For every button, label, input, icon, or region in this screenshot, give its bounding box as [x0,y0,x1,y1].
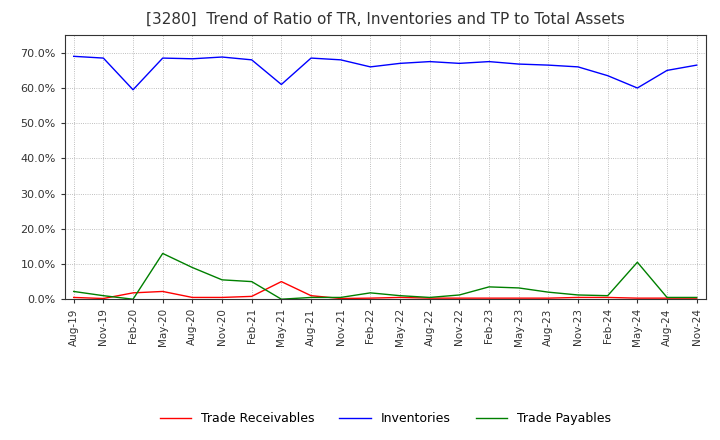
Inventories [455,61,464,66]
Trade Receivables [662,296,671,301]
Inventories [217,55,226,60]
Trade Receivables [366,296,374,301]
Trade Payables [693,295,701,300]
Trade Payables [633,260,642,265]
Trade Receivables [485,296,493,301]
Inventories [158,55,167,61]
Inventories [248,57,256,62]
Inventories [188,56,197,62]
Trade Payables [99,293,108,298]
Trade Receivables [188,295,197,300]
Line: Trade Payables: Trade Payables [73,253,697,299]
Inventories [396,61,405,66]
Inventories [574,64,582,70]
Trade Payables [426,295,434,300]
Inventories [307,55,315,61]
Trade Payables [217,277,226,282]
Inventories [662,68,671,73]
Inventories [426,59,434,64]
Trade Payables [129,297,138,302]
Inventories [366,64,374,70]
Trade Receivables [248,294,256,299]
Inventories [485,59,493,64]
Trade Payables [574,292,582,297]
Trade Receivables [544,296,553,301]
Inventories [693,62,701,68]
Inventories [603,73,612,78]
Trade Receivables [217,295,226,300]
Line: Trade Receivables: Trade Receivables [73,282,697,298]
Trade Receivables [336,296,345,301]
Trade Receivables [307,293,315,298]
Trade Receivables [277,279,286,284]
Trade Receivables [129,290,138,296]
Title: [3280]  Trend of Ratio of TR, Inventories and TP to Total Assets: [3280] Trend of Ratio of TR, Inventories… [145,12,625,27]
Inventories [69,54,78,59]
Trade Payables [307,295,315,300]
Trade Receivables [693,296,701,301]
Trade Payables [544,290,553,295]
Trade Receivables [158,289,167,294]
Trade Payables [336,295,345,300]
Trade Receivables [633,296,642,301]
Trade Receivables [69,295,78,300]
Trade Receivables [514,296,523,301]
Trade Payables [277,297,286,302]
Trade Payables [188,265,197,270]
Inventories [277,82,286,87]
Trade Payables [485,284,493,290]
Inventories [129,87,138,92]
Inventories [336,57,345,62]
Trade Receivables [574,295,582,300]
Trade Payables [158,251,167,256]
Legend: Trade Receivables, Inventories, Trade Payables: Trade Receivables, Inventories, Trade Pa… [155,407,616,430]
Trade Payables [514,285,523,290]
Inventories [514,62,523,67]
Inventories [633,85,642,91]
Trade Payables [603,293,612,298]
Trade Payables [366,290,374,296]
Trade Payables [69,289,78,294]
Trade Payables [662,295,671,300]
Line: Inventories: Inventories [73,56,697,90]
Trade Payables [248,279,256,284]
Trade Receivables [426,296,434,301]
Trade Payables [455,292,464,297]
Trade Receivables [603,295,612,300]
Trade Receivables [99,296,108,301]
Trade Receivables [396,295,405,300]
Trade Receivables [455,296,464,301]
Inventories [99,55,108,61]
Trade Payables [396,293,405,298]
Inventories [544,62,553,68]
